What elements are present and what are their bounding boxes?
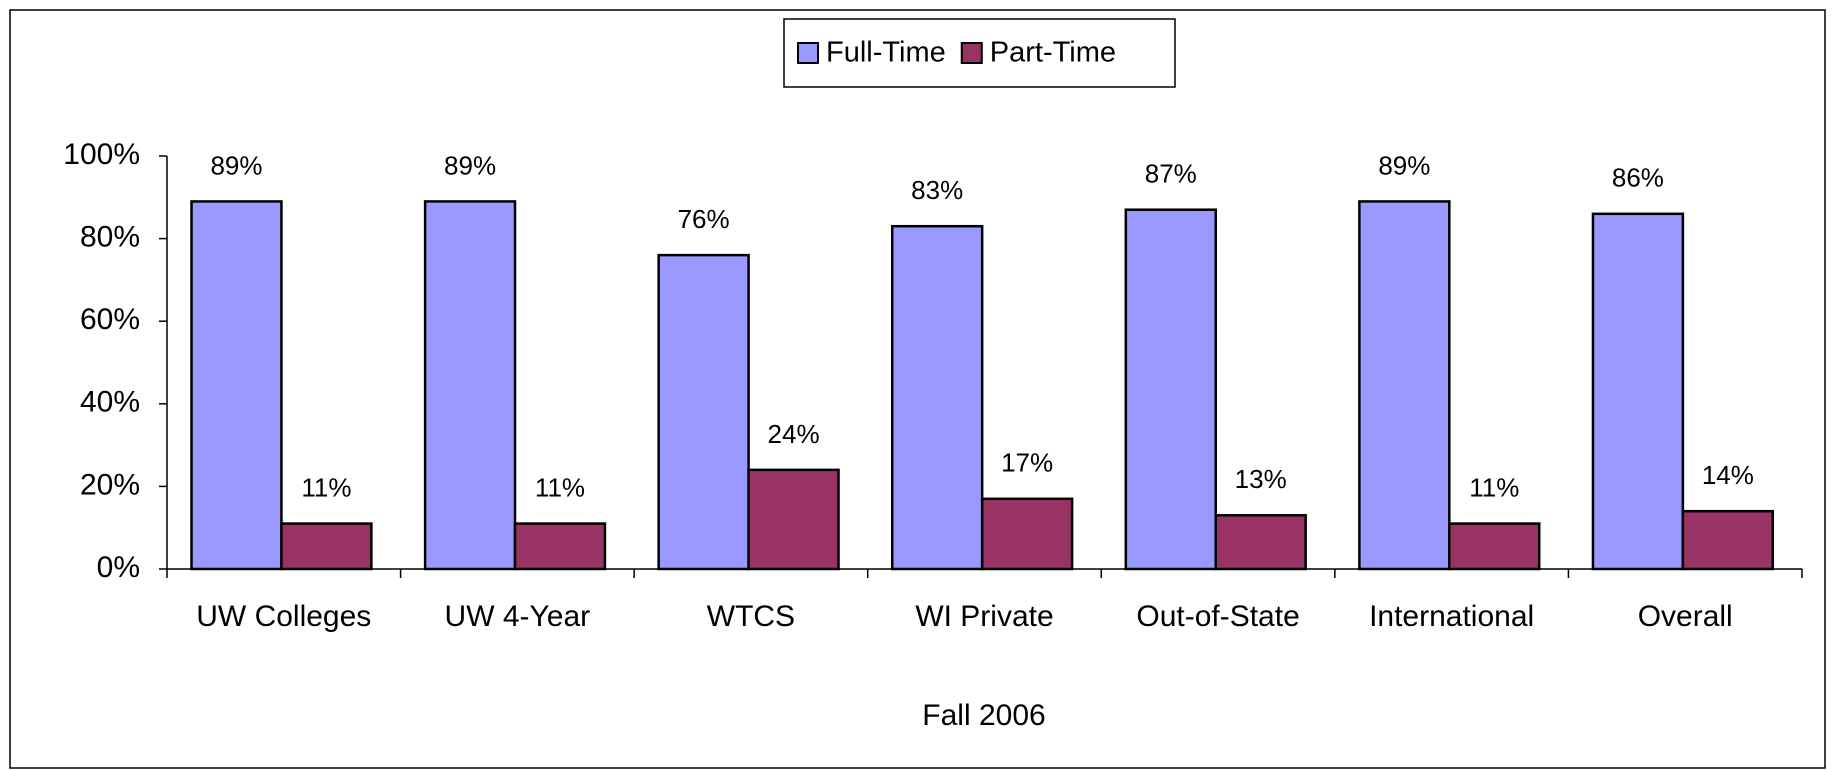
value-label: 11% (301, 472, 351, 502)
value-label: 14% (1702, 460, 1754, 490)
bar (980, 497, 1074, 571)
x-tick-label: Overall (1638, 600, 1733, 633)
value-label: 89% (444, 150, 496, 180)
bar (747, 468, 840, 571)
y-tick-label: 80% (80, 221, 140, 254)
bar (190, 200, 283, 571)
bar (513, 522, 607, 571)
bar (1591, 212, 1685, 571)
value-label: 86% (1612, 163, 1664, 193)
value-label: 89% (1378, 150, 1430, 180)
legend-label: Part-Time (990, 37, 1116, 69)
value-label: 24% (768, 419, 820, 449)
value-label: 13% (1235, 464, 1287, 494)
y-tick-label: 60% (80, 303, 140, 336)
y-tick-label: 40% (80, 386, 140, 419)
value-label: 11% (1469, 472, 1519, 502)
value-label: 83% (911, 175, 963, 205)
x-tick-label: Out-of-State (1136, 600, 1299, 633)
y-tick-label: 0% (97, 551, 140, 584)
x-tick-label: International (1369, 600, 1534, 633)
bar (1214, 514, 1307, 571)
x-axis-title: Fall 2006 (922, 699, 1045, 732)
value-label: 17% (1001, 448, 1053, 478)
legend-swatch (960, 42, 983, 64)
legend-label: Full-Time (826, 37, 946, 69)
legend-swatch (797, 42, 819, 64)
bar (657, 253, 750, 571)
value-label: 87% (1145, 159, 1197, 189)
bar (1124, 208, 1217, 571)
bar (1358, 200, 1451, 571)
value-label: 89% (210, 150, 262, 180)
bar (280, 522, 373, 571)
bar (423, 200, 517, 571)
bar (1448, 522, 1541, 571)
value-label: 76% (678, 204, 730, 234)
x-tick-label: WI Private (915, 600, 1053, 633)
bar (1681, 509, 1775, 571)
y-tick-label: 20% (80, 468, 140, 501)
y-tick-label: 100% (63, 138, 140, 171)
x-tick-label: WTCS (707, 600, 795, 633)
bar (890, 224, 984, 571)
value-label: 11% (535, 472, 585, 502)
x-tick-label: UW 4-Year (445, 600, 591, 633)
x-tick-label: UW Colleges (196, 600, 371, 633)
